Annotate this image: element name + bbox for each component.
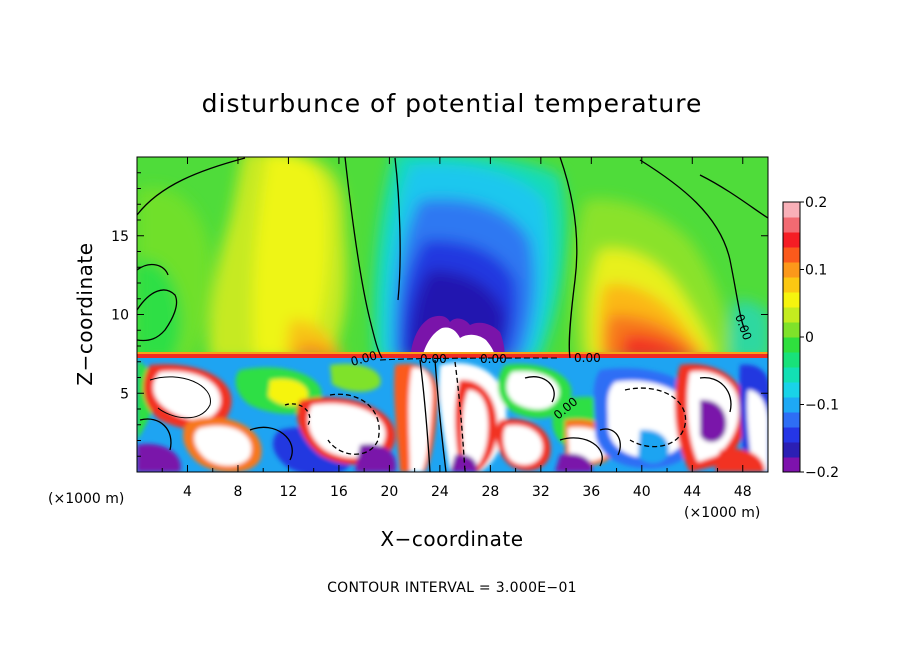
colorbar: 0.2 0.1 0 −0.1 −0.2 (782, 195, 839, 481)
contour-label-group: 0.00 0.00 0.00 0.00 0.00 0.00 (349, 312, 754, 422)
y-tick-label: 10 (111, 308, 129, 324)
colorbar-segment (783, 202, 800, 218)
colorbar-segment (783, 457, 800, 473)
y-tick-label: 5 (120, 386, 129, 402)
colorbar-segment (783, 352, 800, 368)
x-tick-label: 4 (183, 484, 192, 500)
colorbar-tick-label: −0.2 (805, 465, 839, 481)
colorbar-tick-label: 0.2 (805, 195, 827, 211)
colorbar-segment (783, 232, 800, 248)
x-tick-label: 40 (633, 484, 651, 500)
x-tick-label: 32 (532, 484, 550, 500)
colorbar-segment (783, 397, 800, 413)
x-tick-label: 8 (233, 484, 242, 500)
y-axis-label: Z−coordinate (73, 242, 97, 385)
colorbar-segment (783, 322, 800, 338)
upper-layer (137, 157, 768, 358)
colorbar-segment (783, 307, 800, 323)
x-tick-label: 44 (683, 484, 701, 500)
contour-label: 0.00 (349, 348, 378, 368)
x-unit-label-right: (×1000 m) (684, 505, 760, 521)
colorbar-segment (783, 427, 800, 443)
x-unit-label-left: (×1000 m) (48, 491, 124, 507)
contour-label: 0.00 (480, 352, 507, 366)
colorbar-segment (783, 367, 800, 383)
colorbar-segment (783, 277, 800, 293)
x-axis: 4 8 12 16 20 24 28 32 36 40 44 48 (161, 157, 752, 500)
colorbar-segment (783, 337, 800, 353)
colorbar-segment (783, 382, 800, 398)
colorbar-segment (783, 442, 800, 458)
colorbar-tick-label: −0.1 (805, 398, 839, 414)
lower-layer (137, 358, 768, 472)
contour-lines (137, 157, 768, 472)
heatmap-field: 0.00 0.00 0.00 0.00 0.00 0.00 (137, 157, 768, 472)
colorbar-segment (783, 262, 800, 278)
chart-title: disturbunce of potential temperature (202, 89, 703, 118)
x-tick-label: 12 (280, 484, 298, 500)
y-tick-label: 15 (111, 229, 129, 245)
colorbar-segment (783, 247, 800, 263)
x-tick-label: 48 (734, 484, 752, 500)
x-tick-label: 16 (330, 484, 348, 500)
contour-label: 0.00 (420, 352, 447, 366)
colorbar-segment (783, 412, 800, 428)
x-tick-label: 36 (582, 484, 600, 500)
contour-label: 0.00 (574, 351, 601, 365)
contour-interval-footer: CONTOUR INTERVAL = 3.000E−01 (327, 580, 577, 596)
x-tick-label: 20 (380, 484, 398, 500)
colorbar-segment (783, 292, 800, 308)
y-axis: 5 10 15 (111, 172, 768, 457)
colorbar-segment (783, 217, 800, 233)
colorbar-tick-label: 0 (805, 330, 814, 346)
x-tick-label: 28 (481, 484, 499, 500)
x-axis-label: X−coordinate (380, 527, 523, 551)
x-tick-label: 24 (431, 484, 449, 500)
colorbar-tick-label: 0.1 (805, 263, 827, 279)
